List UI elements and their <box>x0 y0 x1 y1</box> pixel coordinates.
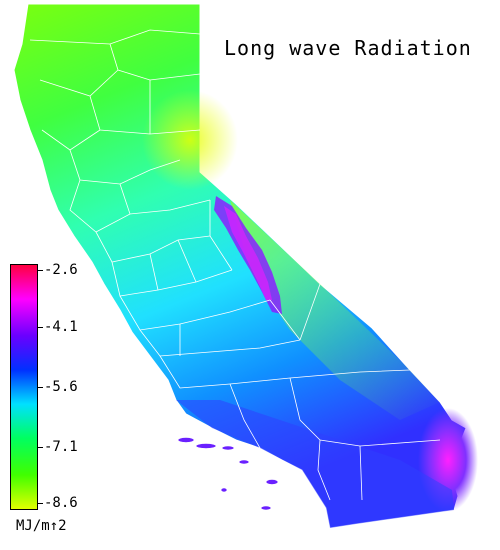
tick-mark <box>37 327 43 328</box>
tick-mark <box>37 270 43 271</box>
units-label: MJ/m↑2 <box>16 518 67 534</box>
county-boundaries <box>29 29 441 501</box>
region-northeast-high <box>142 90 238 190</box>
region-desert <box>230 200 440 420</box>
tick-label-3: -5.6 <box>44 379 78 395</box>
tick-label-4: -7.1 <box>44 439 78 455</box>
state-land <box>13 3 467 529</box>
tick-mark <box>37 447 43 448</box>
tick-label-2: -4.1 <box>44 319 78 335</box>
colorbar-legend <box>10 264 38 510</box>
tick-label-bottom: -8.6 <box>44 495 78 511</box>
tick-label-top: -2.6 <box>44 262 78 278</box>
tick-mark <box>37 503 43 504</box>
region-south-coast <box>176 400 454 528</box>
tick-mark <box>37 387 43 388</box>
map-title: Long wave Radiation <box>224 36 472 60</box>
channel-islands <box>177 437 279 511</box>
